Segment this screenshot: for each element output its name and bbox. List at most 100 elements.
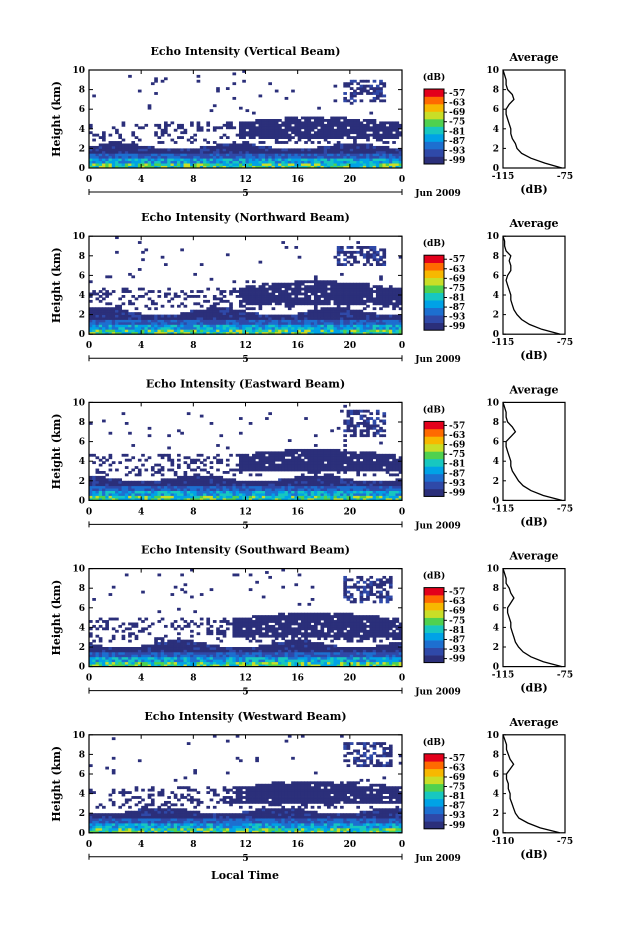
heatmap-cell — [349, 463, 354, 467]
heatmap-cell — [343, 128, 347, 132]
heatmap-cell — [238, 468, 243, 472]
heatmap-cell — [141, 493, 145, 496]
heatmap-cell — [330, 123, 334, 127]
heatmap-cell — [154, 148, 158, 152]
heatmap-cell — [356, 131, 361, 135]
heatmap-cell — [193, 317, 197, 320]
heatmap-cell — [105, 488, 109, 491]
heatmap-cell — [98, 485, 103, 489]
heatmap-cell — [291, 128, 295, 132]
heatmap-cell — [336, 246, 341, 249]
heatmap-cell — [212, 331, 217, 335]
heatmap-cell — [212, 483, 217, 487]
heatmap-cell — [238, 453, 243, 457]
heatmap-cell — [102, 471, 106, 474]
heatmap-cell — [278, 131, 282, 135]
heatmap-cell — [349, 92, 354, 95]
heatmap-cell — [392, 290, 396, 293]
heatmap-cell — [359, 148, 364, 152]
heatmap-cell — [111, 145, 116, 149]
heatmap-cell — [89, 321, 93, 325]
heatmap-cell — [336, 119, 341, 122]
heatmap-cell — [385, 302, 390, 306]
heatmap-cell — [261, 136, 266, 139]
heatmap-cell — [222, 160, 227, 164]
heatmap-cell — [137, 138, 142, 142]
heatmap-cell — [186, 483, 191, 487]
heatmap-cell — [121, 290, 126, 293]
heatmap-cell — [203, 153, 207, 157]
heatmap-cell — [382, 123, 387, 127]
heatmap-cell — [108, 485, 113, 489]
heatmap-cell — [313, 475, 318, 479]
heatmap-cell — [238, 148, 243, 152]
heatmap-cell — [105, 627, 109, 631]
heatmap-cell — [336, 309, 341, 313]
heatmap-cell — [128, 155, 132, 159]
heatmap-cell — [258, 131, 263, 135]
heatmap-cell — [304, 319, 308, 323]
heatmap-cell — [235, 490, 240, 494]
heatmap-cell — [252, 292, 256, 296]
heatmap-cell — [300, 497, 305, 501]
heatmap-cell — [128, 647, 132, 650]
heatmap-cell — [261, 141, 266, 144]
heatmap-cell — [128, 150, 132, 154]
heatmap-cell — [219, 290, 224, 293]
heatmap-cell — [284, 324, 289, 328]
heatmap-cell — [115, 250, 119, 254]
heatmap-cell — [258, 314, 263, 318]
heatmap-cell — [95, 493, 100, 496]
heatmap-cell — [225, 123, 230, 127]
heatmap-cell — [271, 119, 276, 122]
heatmap-cell — [284, 285, 289, 289]
heatmap-cell — [284, 321, 289, 325]
heatmap-cell — [209, 326, 214, 330]
heatmap-cell — [343, 314, 347, 318]
heatmap-cell — [366, 297, 370, 301]
heatmap-cell — [385, 480, 390, 484]
heatmap-cell — [216, 490, 220, 494]
heatmap-cell — [343, 448, 347, 452]
heatmap-cell — [255, 495, 259, 499]
heatmap-cell — [372, 150, 377, 154]
heatmap-cell — [379, 292, 383, 296]
heatmap-cell — [313, 329, 318, 333]
heatmap-cell — [252, 158, 256, 162]
heatmap-cell — [284, 478, 289, 482]
heatmap-cell — [92, 649, 96, 653]
heatmap-cell — [336, 148, 341, 152]
heatmap-cell — [349, 409, 354, 413]
heatmap-cell — [222, 307, 227, 311]
heatmap-cell — [238, 483, 243, 487]
heatmap-cell — [349, 456, 354, 460]
heatmap-cell — [356, 468, 361, 472]
heatmap-cell — [320, 290, 325, 293]
heatmap-cell — [131, 622, 136, 626]
heatmap-cell — [170, 329, 175, 333]
heatmap-cell — [137, 287, 142, 291]
heatmap-cell — [245, 297, 250, 301]
heatmap-cell — [379, 466, 383, 469]
heatmap-cell — [102, 314, 106, 318]
heatmap-cell — [375, 96, 380, 100]
heatmap-cell — [346, 490, 351, 494]
heatmap-cell — [313, 456, 318, 460]
heatmap-cell — [281, 466, 286, 469]
heatmap-cell — [268, 285, 272, 289]
heatmap-cell — [333, 468, 338, 472]
heatmap-cell — [108, 160, 113, 164]
x-tick-label: 4 — [138, 175, 144, 185]
heatmap-cell — [356, 497, 361, 501]
heatmap-cell — [98, 326, 103, 330]
heatmap-cell — [255, 321, 259, 325]
heatmap-cell — [372, 246, 377, 249]
heatmap-cell — [274, 451, 279, 455]
heatmap-cell — [353, 451, 357, 455]
heatmap-cell — [242, 123, 246, 127]
heatmap-cell — [124, 488, 129, 491]
heatmap-cell — [150, 302, 155, 306]
heatmap-cell — [137, 158, 142, 162]
heatmap-cell — [216, 458, 220, 462]
heatmap-cell — [313, 478, 318, 482]
